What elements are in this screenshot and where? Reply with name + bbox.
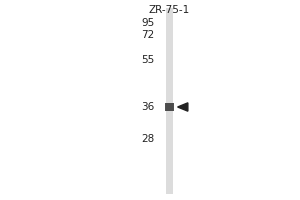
Text: ZR-75-1: ZR-75-1 [149,5,190,15]
Text: 72: 72 [141,30,154,40]
Text: 28: 28 [141,134,154,144]
Text: 95: 95 [141,18,154,28]
Text: 55: 55 [141,55,154,65]
Polygon shape [178,103,188,111]
Bar [166,8,173,194]
Text: 36: 36 [141,102,154,112]
Bar [165,103,174,111]
